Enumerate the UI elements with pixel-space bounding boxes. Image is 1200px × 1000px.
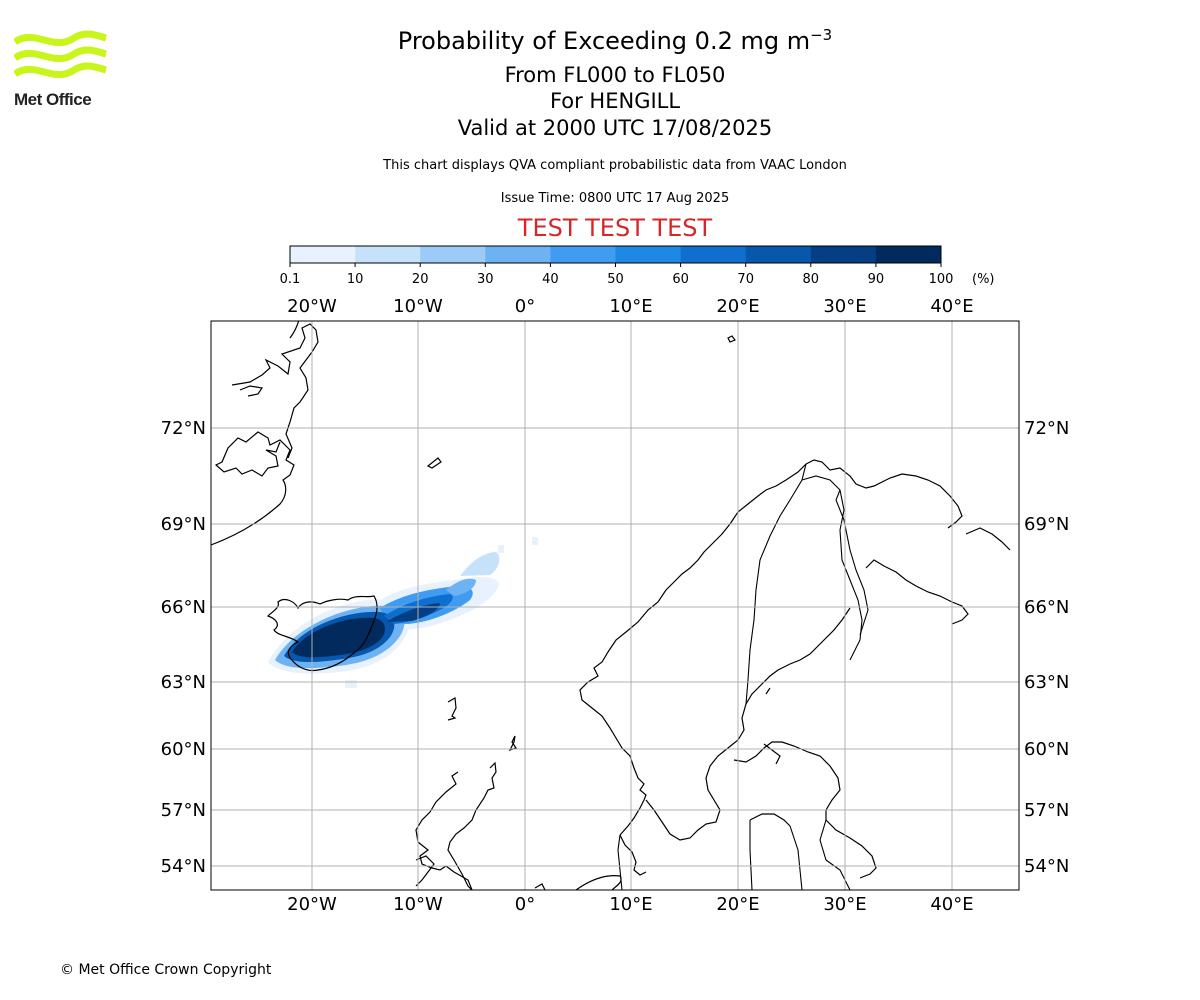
colorbar-tick-label: 70 [737,272,754,287]
copyright-notice: © Met Office Crown Copyright [60,962,272,978]
colorbar-tick-label: 100 [929,272,954,287]
colorbar-tick-label: 20 [412,272,429,287]
baltic-coastline [733,741,841,820]
longitude-label-bottom: 0° [515,894,535,915]
met-office-logo-text: Met Office [14,90,92,109]
longitude-label-bottom: 10°W [393,894,443,915]
latitude-label-left: 66°N [161,597,206,618]
colorbar-swatch [355,246,421,263]
met-office-logo: Met Office [12,30,110,114]
axis-labels: 20°W 20°W 10°W 10°W 0° 0° 10°E 10°E 20°E 20°E 30°E… [161,296,1070,915]
norway-coastline [579,463,807,836]
ireland-coastline [415,855,435,887]
valid-time: Valid at 2000 UTC 17/08/2025 [457,116,773,140]
chart-title: Probability of Exceeding 0.2 mg m−3 [0,26,1200,55]
colorbar-swatch [485,246,551,263]
colorbar-swatch [290,246,356,263]
gridlines [211,321,1019,890]
colorbar-unit: (%) [972,272,995,287]
longitude-label-top: 20°W [287,296,337,317]
latitude-label-right: 69°N [1024,514,1069,535]
probability-map: 20°W 20°W 10°W 10°W 0° 0° 10°E 10°E 20°E 20°E 30°E… [161,296,1070,915]
colorbar-tick-label: 50 [607,272,624,287]
norway-sweden-border [745,463,807,705]
estonia-coastline [763,743,781,765]
longitude-label-bottom: 20°W [287,894,337,915]
colorbar-swatch [745,246,812,263]
bear-island-coastline [727,335,736,343]
map-background [211,321,1019,890]
volcano-name: For HENGILL [549,89,681,113]
longitude-label-top: 40°E [930,296,973,317]
poland-border [749,820,753,890]
sweden-finland-coastline [645,607,851,841]
coastlines [211,321,1011,890]
colorbar-tick-label: 0.1 [280,272,301,287]
colorbar-legend: 0.1 10 20 30 40 50 60 70 80 90 100 (%) [280,245,995,287]
longitude-label-top: 0° [515,296,535,317]
issue-time: Issue Time: 0800 UTC 17 Aug 2025 [500,191,730,206]
latitude-label-left: 57°N [161,800,206,821]
latitude-label-right: 54°N [1024,856,1069,877]
chart-title-exponent: −3 [810,26,833,44]
latitude-label-left: 60°N [161,739,206,760]
colorbar-tick-label: 90 [868,272,885,287]
colorbar-tick-label: 10 [347,272,364,287]
longitude-label-bottom: 40°E [930,894,973,915]
scotland-coastline [447,761,497,890]
colorbar-swatch [875,246,942,263]
kola-coastline [805,459,963,529]
colorbar-swatch [615,246,682,263]
latitude-label-left: 72°N [161,418,206,439]
netherlands-coastline [534,883,546,890]
test-banner: TEST TEST TEST [517,214,713,242]
colorbar-tick-label: 80 [803,272,820,287]
denmark-germany-border [617,834,623,890]
white-sea-coastline [865,559,969,625]
colorbar-tick-label: 30 [477,272,494,287]
longitude-label-top: 10°E [609,296,652,317]
colorbar-swatch [550,246,616,263]
chart-description: This chart displays QVA compliant probab… [383,158,847,173]
met-office-waves-icon [12,30,107,79]
flight-level-range: From FL000 to FL050 [504,63,726,87]
latitude-label-left: 63°N [161,672,206,693]
kanin-coastline [965,527,1011,551]
map-frame [210,320,1020,891]
colorbar-tick-label: 40 [542,272,559,287]
longitude-label-top: 10°W [393,296,443,317]
latitude-label-left: 54°N [161,856,206,877]
latitude-label-right: 66°N [1024,597,1069,618]
colorbar-tick-label: 60 [672,272,689,287]
latitude-label-right: 63°N [1024,672,1069,693]
colorbar-swatch [810,246,877,263]
iceland-coastline [266,595,378,672]
jan-mayen-coastline [426,457,442,469]
poland-coastline [749,813,791,827]
greenland-east-coastline [231,323,319,459]
faroe-coastline [447,697,457,721]
latitude-label-right: 72°N [1024,418,1069,439]
latitude-label-right: 60°N [1024,739,1069,760]
longitude-label-top: 20°E [716,296,759,317]
longitude-label-bottom: 10°E [609,894,652,915]
latitude-label-right: 57°N [1024,800,1069,821]
germany-coastline [575,875,622,890]
denmark-coastline [619,834,647,876]
greenland-coastline [211,431,295,546]
chart-title-text: Probability of Exceeding 0.2 mg m [397,27,811,55]
sweden-finland-border [801,475,863,661]
colorbar-swatch [680,246,747,263]
longitude-label-bottom: 20°E [716,894,759,915]
colorbar-swatch [420,246,486,263]
longitude-label-top: 30°E [823,296,866,317]
longitude-label-bottom: 30°E [823,894,866,915]
latitude-label-left: 69°N [161,514,206,535]
